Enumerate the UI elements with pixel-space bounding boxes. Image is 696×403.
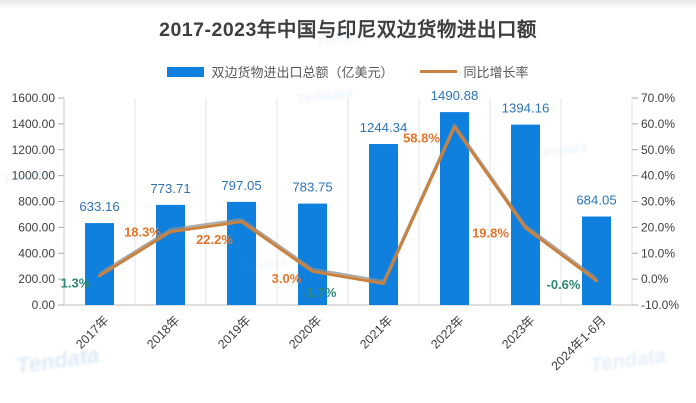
x-axis-label-2024年1-6月: 2024年1-6月 — [549, 313, 609, 373]
left-axis-tick-label: 800.00 — [18, 195, 55, 209]
left-axis-tick-label: 0.00 — [32, 298, 56, 312]
legend-item-bar: 双边货物进出口总额（亿美元） — [167, 62, 394, 81]
chart-title: 2017-2023年中国与印尼双边货物进出口额 — [159, 19, 537, 41]
legend-bar-label: 双边货物进出口总额（亿美元） — [211, 65, 394, 80]
right-axis-tick-label: 60.0% — [641, 117, 675, 131]
line-point-label: 3.0% — [272, 271, 302, 286]
right-axis-tick-label: 10.0% — [641, 246, 675, 260]
bar-2024年1-6月 — [582, 216, 611, 305]
x-axis-label-2023年: 2023年 — [499, 313, 537, 351]
right-axis-tick-label: 50.0% — [641, 143, 675, 157]
bar-2021年 — [369, 144, 398, 305]
right-axis-tick-label: 20.0% — [641, 220, 675, 234]
right-axis-tick-label: 40.0% — [641, 169, 675, 183]
bar-2017年 — [85, 223, 114, 305]
bar-2019年 — [227, 201, 256, 305]
growth-line — [98, 125, 598, 286]
left-axis-tick-label: 400.00 — [18, 246, 55, 260]
line-point-label: 1.3% — [61, 275, 91, 290]
legend-bar-swatch — [167, 66, 205, 77]
line-point-label: 58.8% — [403, 130, 440, 145]
right-axis-tick-label: 70.0% — [641, 91, 675, 105]
bar-value-label: 773.71 — [150, 181, 190, 196]
legend-line-swatch — [419, 70, 457, 73]
x-axis-label-2017年: 2017年 — [73, 313, 111, 351]
bar-value-label: 684.05 — [576, 193, 616, 208]
legend-line-label: 同比增长率 — [463, 65, 529, 80]
bar-2018年 — [156, 204, 185, 305]
right-axis-tick-label: -10.0% — [641, 298, 679, 312]
x-axis-label-2019年: 2019年 — [215, 313, 253, 351]
line-point-label: 19.8% — [472, 225, 509, 240]
chart-legend: 双边货物进出口总额（亿美元） 同比增长率 — [0, 62, 696, 81]
line-point-label: -0.6% — [547, 277, 581, 292]
left-axis-tick-label: 1400.00 — [12, 117, 56, 131]
x-axis-label-2022年: 2022年 — [428, 313, 466, 351]
line-point-label: 22.2% — [196, 232, 233, 247]
x-axis-label-2018年: 2018年 — [144, 313, 182, 351]
bar-value-label: 1244.34 — [360, 120, 408, 135]
right-axis-tick-label: 0.0% — [641, 272, 669, 286]
line-point-label: -1.7% — [303, 285, 337, 300]
left-axis-tick-label: 600.00 — [18, 220, 55, 234]
bar-value-label: 797.05 — [221, 178, 261, 193]
bar-value-label: 783.75 — [292, 180, 332, 195]
left-axis-tick-label: 1000.00 — [12, 169, 56, 183]
bar-value-label: 1490.88 — [431, 88, 479, 103]
bar-2020年 — [298, 203, 327, 305]
x-axis-label-2021年: 2021年 — [357, 313, 395, 351]
bar-value-label: 633.16 — [79, 199, 119, 214]
left-axis-tick-label: 200.00 — [18, 272, 55, 286]
line-point-label: 18.3% — [124, 224, 161, 239]
right-axis-tick-label: 30.0% — [641, 195, 675, 209]
left-axis-tick-label: 1200.00 — [12, 143, 56, 157]
bar-value-label: 1394.16 — [502, 101, 550, 116]
legend-item-line: 同比增长率 — [419, 62, 529, 81]
left-axis-tick-label: 1600.00 — [12, 91, 56, 105]
x-axis-label-2020年: 2020年 — [286, 313, 324, 351]
